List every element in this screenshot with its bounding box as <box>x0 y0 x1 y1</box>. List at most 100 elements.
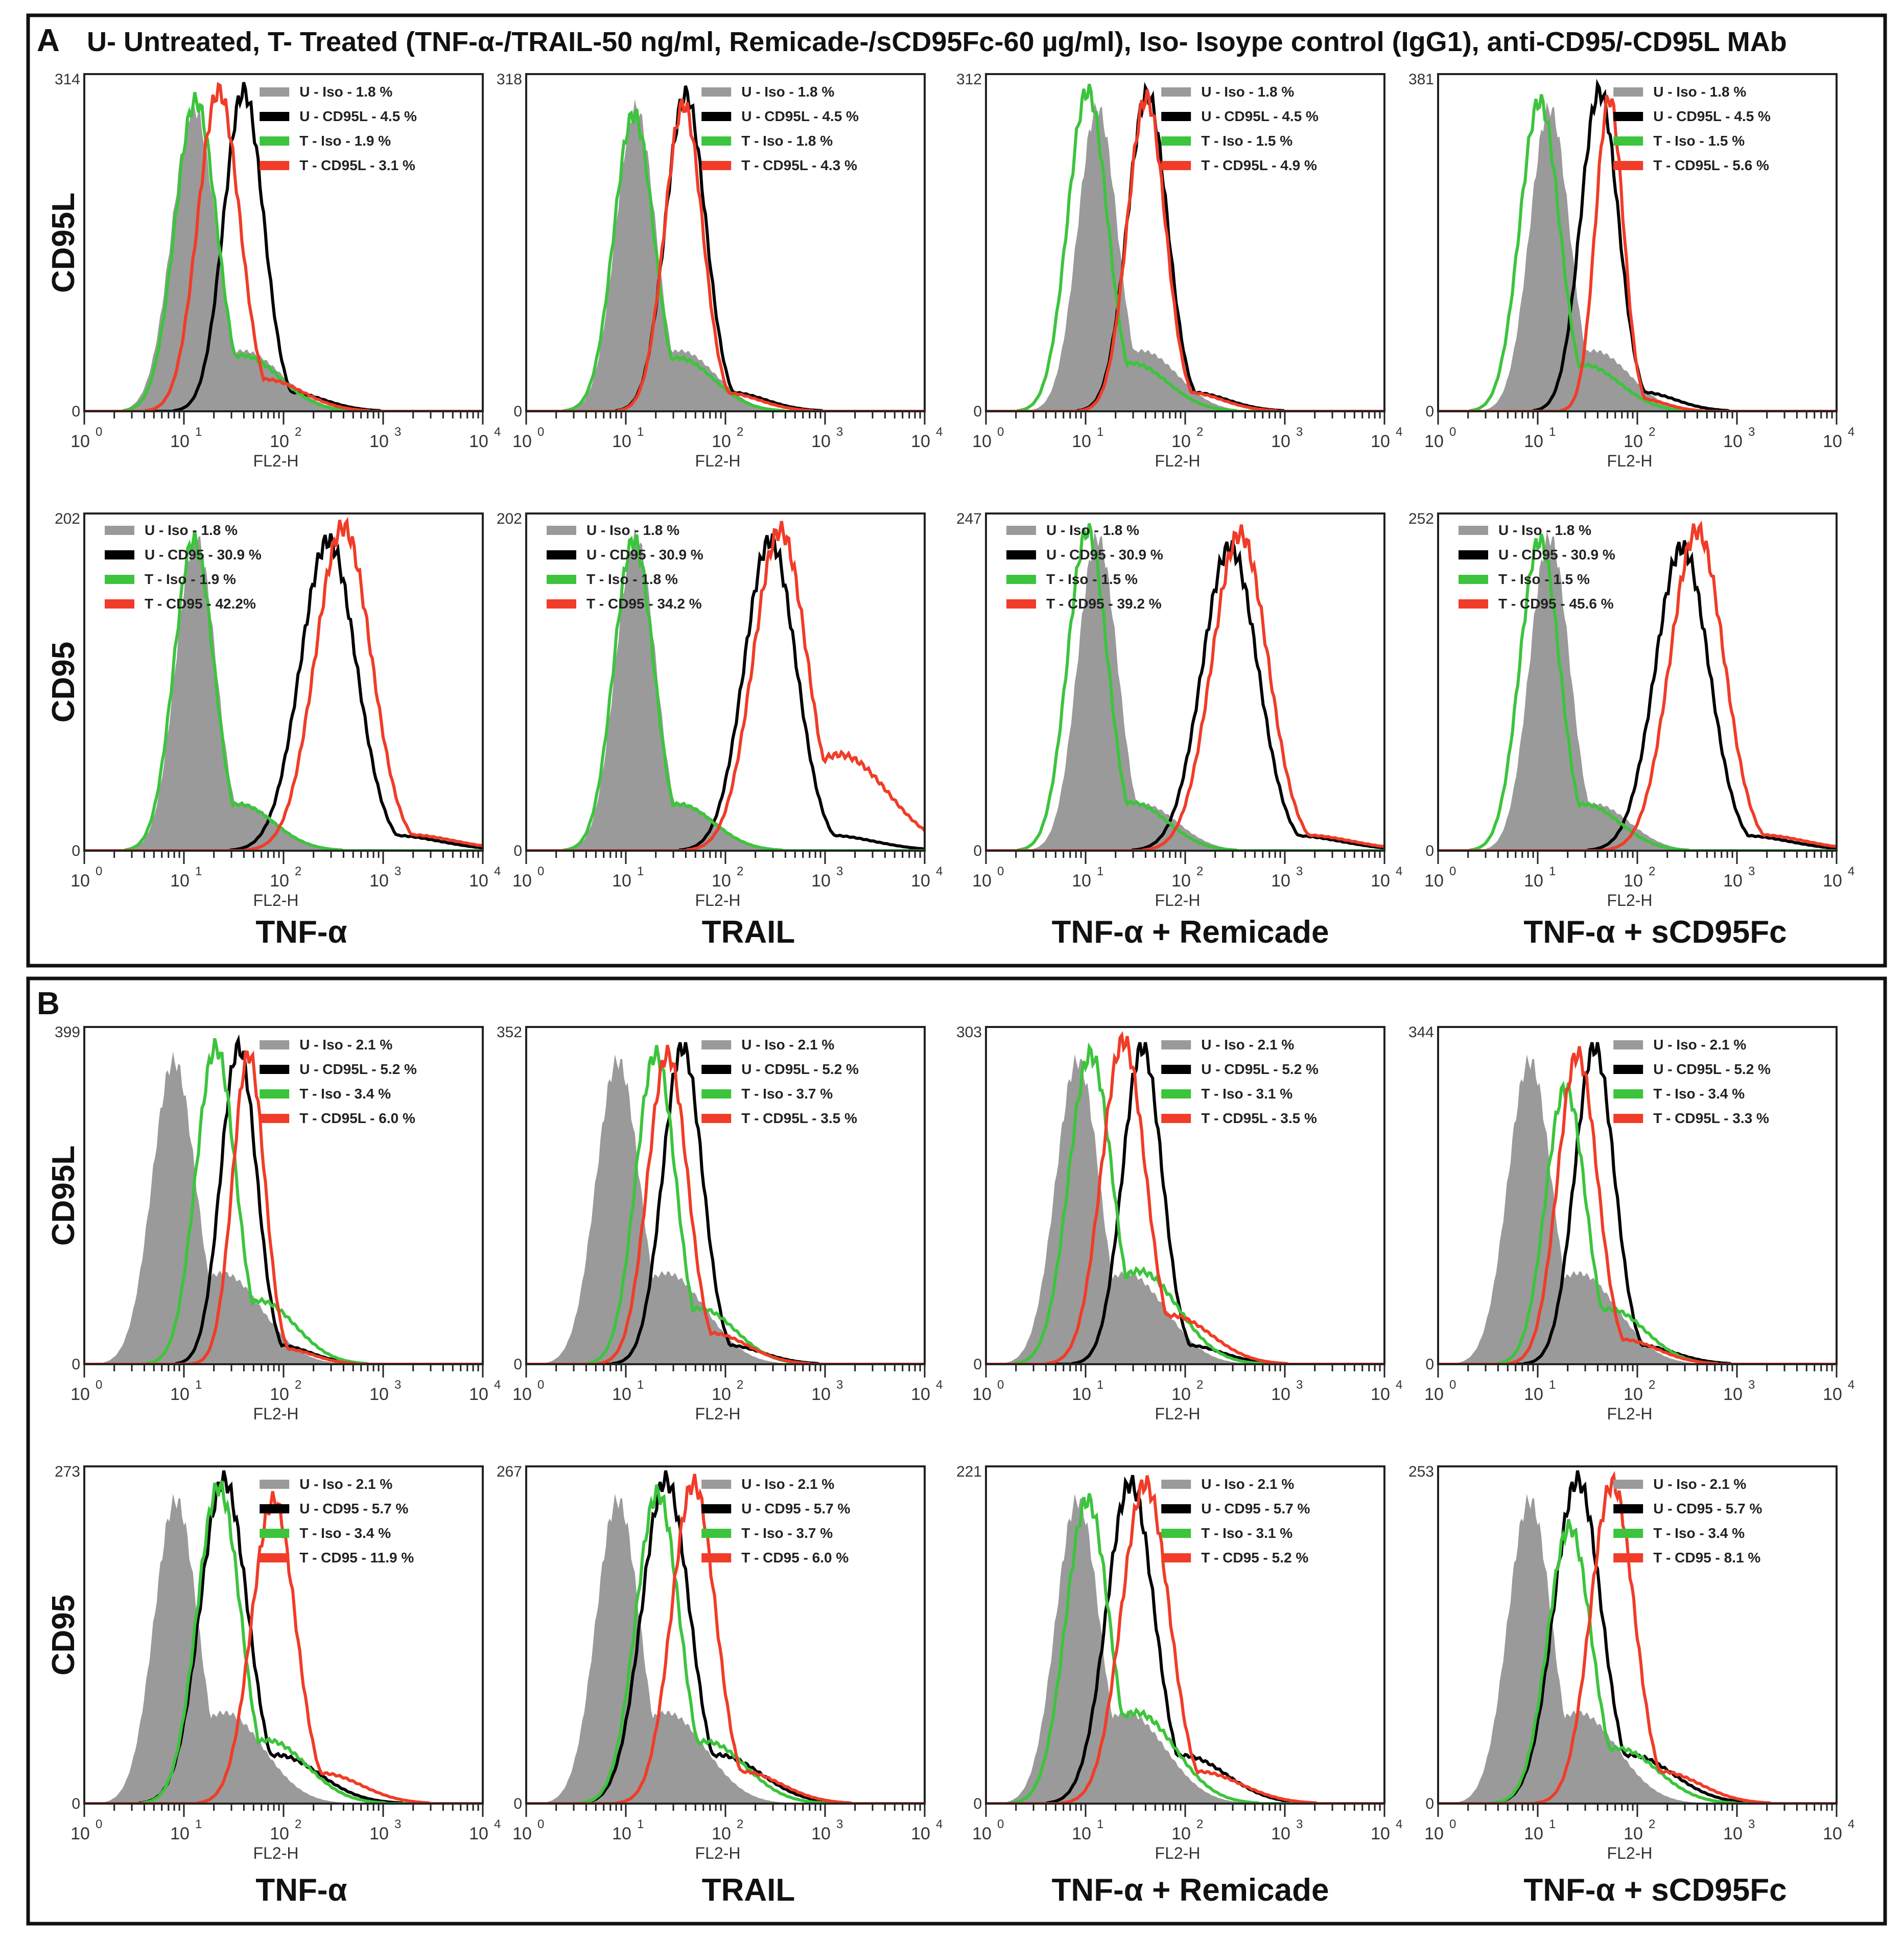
y-max-label: 381 <box>1408 71 1434 88</box>
legend-entry: T - Iso - 3.1 % <box>1201 1525 1292 1541</box>
x-tick-label: 10 <box>270 1824 289 1843</box>
x-tick-label: 10 <box>170 432 190 451</box>
x-tick-label: 10 <box>1723 1824 1743 1843</box>
y-max-label: 253 <box>1408 1463 1434 1480</box>
histogram-plot: 202 0 10 0 10 1 10 2 10 3 10 4 FL2-H U - Iso - 1.8 % U… <box>497 510 943 909</box>
x-tick-exponent: 4 <box>1848 425 1854 439</box>
series-area-u-iso <box>526 1054 925 1364</box>
x-tick-exponent: 0 <box>96 425 102 439</box>
x-tick-exponent: 0 <box>997 865 1004 878</box>
legend-swatch <box>260 1504 290 1513</box>
x-tick-exponent: 3 <box>1296 865 1303 878</box>
y-min-label: 0 <box>973 1356 982 1373</box>
legend-swatch <box>1613 1089 1643 1099</box>
legend-swatch <box>1613 1529 1643 1538</box>
legend-entry: T - Iso - 1.9 % <box>299 133 391 149</box>
x-tick-exponent: 2 <box>295 1378 301 1392</box>
legend-entry: T - Iso - 1.5 % <box>1046 571 1138 587</box>
y-min-label: 0 <box>513 843 522 859</box>
x-tick-exponent: 1 <box>195 425 202 439</box>
legend-swatch <box>701 1065 732 1074</box>
legend-swatch <box>547 575 576 584</box>
legend-entry: U - CD95 - 30.9 % <box>1498 547 1615 563</box>
histogram-plot: 303 0 10 0 10 1 10 2 10 3 10 4 FL2-H U - Iso - 2.1 % U… <box>956 1024 1402 1423</box>
x-tick-label: 10 <box>1171 871 1191 891</box>
x-tick-label: 10 <box>1624 1824 1643 1843</box>
series-line-t-iso <box>1438 94 1837 411</box>
x-tick-label: 10 <box>1723 1385 1743 1404</box>
legend-swatch <box>260 161 290 170</box>
series-area-u-iso <box>1438 531 1837 851</box>
x-tick-label: 10 <box>70 432 90 451</box>
legend-swatch <box>260 1529 290 1538</box>
legend-entry: T - Iso - 1.5 % <box>1498 571 1590 587</box>
x-axis-label: FL2-H <box>1607 1844 1653 1862</box>
legend-entry: U - CD95L - 4.5 % <box>1201 108 1319 124</box>
x-tick-exponent: 4 <box>1396 1817 1402 1831</box>
x-tick-label: 10 <box>469 432 488 451</box>
legend-entry: T - CD95 - 11.9 % <box>299 1550 414 1566</box>
legend-swatch <box>1006 550 1036 559</box>
x-tick-label: 10 <box>911 1824 930 1843</box>
series-area-u-iso <box>84 531 483 851</box>
x-tick-label: 10 <box>1424 432 1444 451</box>
x-tick-exponent: 2 <box>1649 865 1655 878</box>
y-min-label: 0 <box>973 1795 982 1812</box>
legend-entry: T - CD95 - 45.6 % <box>1498 596 1614 612</box>
x-tick-label: 10 <box>612 1824 631 1843</box>
series-line-t-ab <box>986 524 1384 851</box>
x-axis-label: FL2-H <box>695 891 741 909</box>
x-tick-label: 10 <box>1072 432 1091 451</box>
series-line-t-iso <box>986 83 1384 411</box>
series-area-u-iso <box>526 99 925 411</box>
series-line-t-ab <box>84 82 483 411</box>
x-tick-label: 10 <box>1072 1824 1091 1843</box>
legend-swatch <box>1613 87 1643 97</box>
x-tick-exponent: 4 <box>494 1817 501 1831</box>
legend-entry: T - CD95L - 4.9 % <box>1201 157 1317 173</box>
legend-entry: U - CD95L - 5.2 % <box>741 1061 859 1077</box>
x-tick-label: 10 <box>612 1385 631 1404</box>
legend-entry: U - CD95L - 5.2 % <box>1653 1061 1771 1077</box>
histogram-plot: 312 0 10 0 10 1 10 2 10 3 10 4 FL2-H U - Iso - 1.8 % U… <box>956 71 1402 470</box>
legend-swatch <box>105 575 134 584</box>
x-tick-exponent: 0 <box>96 865 102 878</box>
series-line-u-ab <box>526 533 925 851</box>
legend-entry: T - Iso - 1.5 % <box>1201 133 1292 149</box>
x-tick-label: 10 <box>512 432 532 451</box>
x-tick-exponent: 1 <box>637 865 644 878</box>
x-tick-exponent: 3 <box>1748 865 1755 878</box>
legend-entry: U - CD95L - 5.2 % <box>1201 1061 1319 1077</box>
x-tick-exponent: 1 <box>1549 1378 1556 1392</box>
histogram-plot: 202 0 10 0 10 1 10 2 10 3 10 4 FL2-H U - Iso - 1.8 % U… <box>55 510 501 909</box>
legend-swatch <box>260 1089 290 1099</box>
x-tick-label: 10 <box>1723 432 1743 451</box>
x-tick-label: 10 <box>1271 1824 1290 1843</box>
series-line-t-ab <box>526 1044 925 1364</box>
x-tick-exponent: 2 <box>1649 425 1655 439</box>
legend-swatch <box>1459 550 1488 559</box>
legend-entry: U - CD95L - 4.5 % <box>741 108 859 124</box>
column-label-b-2: TNF-α + Remicade <box>1052 1873 1329 1908</box>
histogram-plot: 273 0 10 0 10 1 10 2 10 3 10 4 FL2-H U - Iso - 2.1 % U… <box>55 1463 501 1862</box>
column-label-b-0: TNF-α <box>255 1873 347 1908</box>
legend-entry: U - CD95 - 30.9 % <box>145 547 262 563</box>
legend-swatch <box>260 1040 290 1049</box>
x-tick-label: 10 <box>972 1385 992 1404</box>
legend-entry: T - Iso - 1.9 % <box>145 571 236 587</box>
series-line-t-ab <box>986 1475 1384 1804</box>
x-tick-exponent: 2 <box>737 425 743 439</box>
x-tick-exponent: 2 <box>1196 865 1203 878</box>
y-max-label: 399 <box>55 1024 80 1041</box>
legend-swatch <box>1161 161 1191 170</box>
x-tick-exponent: 3 <box>1748 1817 1755 1831</box>
histogram-plot: 381 0 10 0 10 1 10 2 10 3 10 4 FL2-H U - Iso - 1.8 % U… <box>1408 71 1854 470</box>
x-tick-label: 10 <box>1524 432 1543 451</box>
x-tick-exponent: 1 <box>195 1378 202 1392</box>
legend-entry: U - Iso - 2.1 % <box>1201 1037 1294 1053</box>
series-line-t-ab <box>526 521 925 851</box>
x-tick-exponent: 1 <box>1549 865 1556 878</box>
x-tick-label: 10 <box>712 432 731 451</box>
series-line-t-iso <box>84 531 483 851</box>
x-axis-label: FL2-H <box>1607 452 1653 470</box>
